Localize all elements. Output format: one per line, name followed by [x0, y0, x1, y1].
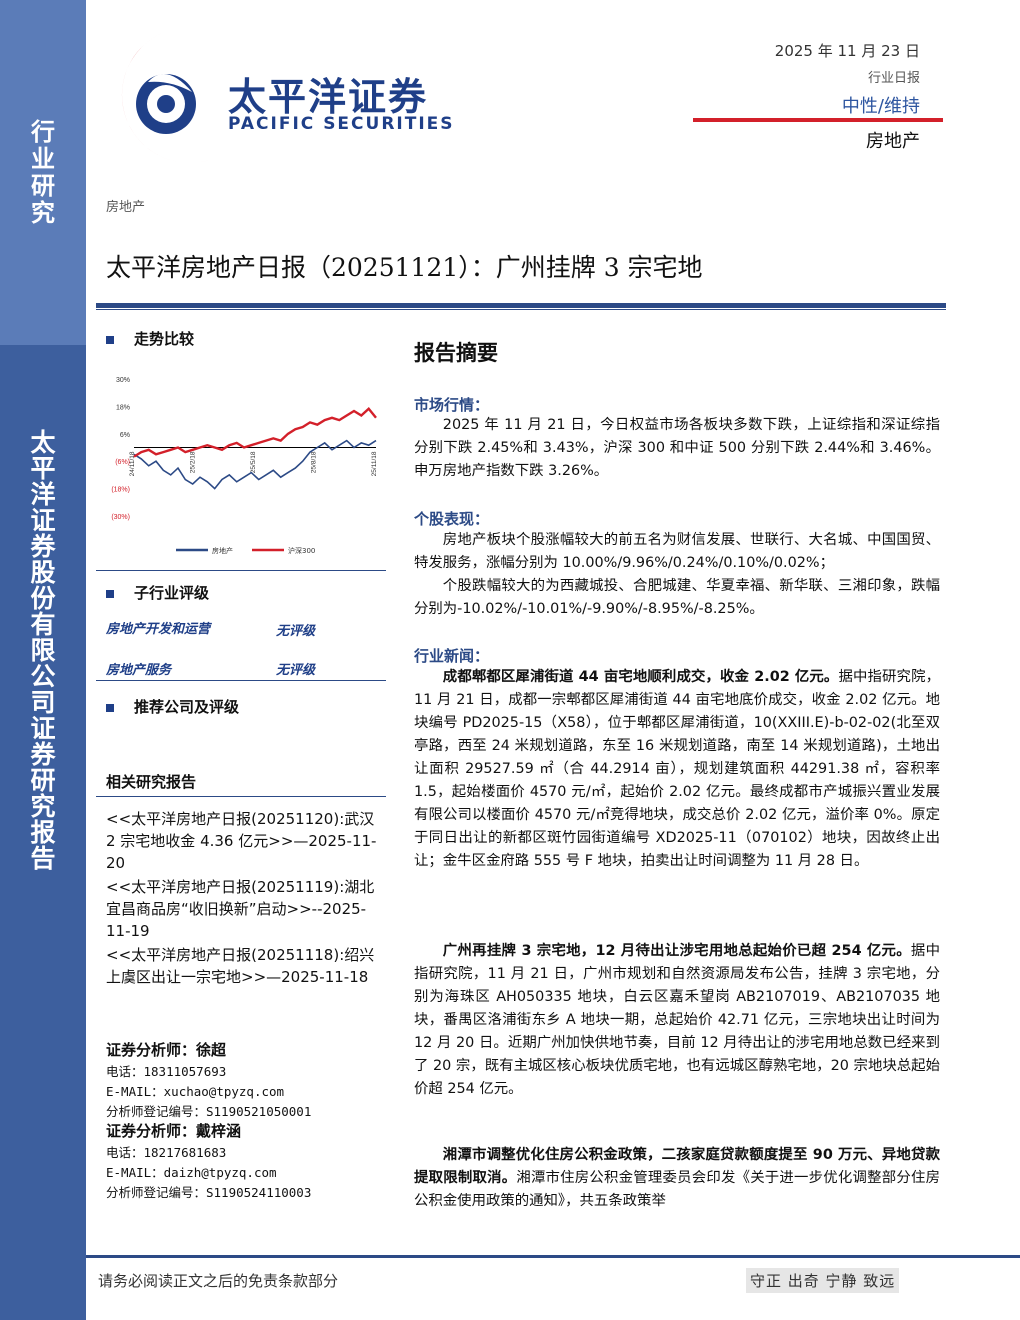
rating-value-2: 无评级: [276, 663, 316, 678]
y-tick-label: (18%): [111, 487, 130, 494]
x-tick-label: 25/2/18: [190, 451, 197, 473]
y-tick-label: (30%): [111, 514, 130, 521]
header-sector: 房地产: [866, 131, 920, 152]
analyst-email-1[interactable]: E-MAIL：xuchao@tpyzq.com: [106, 1084, 285, 1099]
x-tick-label: 24/11/18: [129, 451, 136, 476]
sidebar-small-label: 行业研究: [31, 117, 55, 227]
analyst-title-2: 证券分析师：戴梓涵: [106, 1122, 242, 1140]
y-tick-label: 6%: [120, 432, 130, 439]
news-item-2-body: 据中指研究院，11 月 21 日，广州市规划和自然资源局发布公告，挂牌 3 宗宅…: [414, 943, 940, 1097]
divider: [96, 680, 386, 681]
related-report-link[interactable]: <<太平洋房地产日报(20251119):湖北宜昌商品房“收旧换新”启动>>--…: [106, 878, 375, 940]
footer-motto: 守正 出奇 宁静 致远: [746, 1268, 900, 1293]
sidebar-top-band: [0, 0, 86, 345]
divider: [96, 570, 386, 571]
page-title: 太平洋房地产日报（20251121）：广州挂牌 3 宗宅地: [106, 253, 703, 282]
related-report-link[interactable]: <<太平洋房地产日报(20251118):绍兴上虞区出让一宗宅地>>—2025-…: [106, 946, 375, 986]
analyst-email-2[interactable]: E-MAIL：daizh@tpyzq.com: [106, 1165, 277, 1180]
square-bullet-icon: [106, 335, 114, 344]
analyst-reg-2: 分析师登记编号：S1190524110003: [106, 1185, 312, 1200]
report-date: 2025 年 11 月 23 日: [774, 42, 920, 60]
sidebar-big-label: 太平洋证券股份有限公司证券研究报告: [30, 428, 56, 873]
x-tick-label: 25/8/18: [311, 451, 318, 473]
square-bullet-icon: [106, 703, 114, 712]
y-tick-label: 30%: [116, 377, 130, 384]
analyst-phone-2: 电话：18217681683: [106, 1145, 227, 1160]
y-tick-label: 18%: [116, 404, 130, 411]
stock-text-gainers: 房地产板块个股涨幅较大的前五名为财信发展、世联行、大名城、中国国贸、特发服务，涨…: [414, 532, 940, 571]
footer-disclaimer: 请务必阅读正文之后的免责条款部分: [98, 1272, 339, 1290]
news-heading: 行业新闻：: [414, 647, 490, 665]
industry-rating: 中性/维持: [841, 96, 920, 117]
analyst-phone-1: 电话：18311057693: [106, 1064, 227, 1079]
news-item-2-headline: 广州再挂牌 3 宗宅地，12 月待出让涉宅用地总起始价已超 254 亿元。: [442, 943, 911, 959]
stock-heading: 个股表现：: [414, 510, 490, 528]
x-tick-label: 25/5/18: [250, 451, 257, 473]
series-line-1: [133, 439, 377, 490]
recommend-heading: 推荐公司及评级: [106, 696, 239, 717]
pacific-logo-icon: [121, 30, 210, 164]
sub-industry-heading: 子行业评级: [106, 582, 209, 603]
title-rule-thin: [96, 309, 946, 310]
brand-name-en: PACIFIC SECURITIES: [228, 114, 455, 134]
rating-value-1: 无评级: [276, 624, 316, 639]
related-heading: 相关研究报告: [106, 773, 197, 791]
footer-rule: [86, 1255, 1020, 1258]
legend-label: 房地产: [212, 546, 233, 555]
market-text: 2025 年 11 月 21 日，今日权益市场各板块多数下跌，上证综指和深证综指…: [414, 417, 940, 479]
news-item-1-body: 据中指研究院，11 月 21 日，成都一宗郫都区犀浦街道 44 亩宅地底价成交，…: [414, 669, 940, 869]
x-tick-label: 25/11/18: [371, 451, 378, 476]
news-item-1: 成都郫都区犀浦街道 44 亩宅地顺利成交，收金 2.02 亿元。据中指研究院，1…: [414, 666, 940, 873]
abstract-heading: 报告摘要: [414, 340, 498, 365]
report-type: 行业日报: [867, 71, 920, 86]
square-bullet-icon: [106, 589, 114, 598]
market-heading: 市场行情：: [414, 396, 490, 414]
divider: [96, 796, 386, 797]
trend-heading: 走势比较: [106, 328, 194, 349]
sector-tag: 房地产: [106, 200, 146, 215]
title-rule: [96, 303, 946, 308]
sidebar: 行业研究 太平洋证券股份有限公司证券研究报告: [0, 0, 86, 1320]
related-report-link[interactable]: <<太平洋房地产日报(20251120):武汉 2 宗宅地收金 4.36 亿元>…: [106, 810, 377, 872]
y-tick-label: (6%): [115, 459, 130, 466]
stock-text-losers: 个股跌幅较大的为西藏城投、合肥城建、华夏幸福、新华联、三湘印象，跌幅分别为-10…: [414, 578, 940, 617]
news-item-1-headline: 成都郫都区犀浦街道 44 亩宅地顺利成交，收金 2.02 亿元。: [442, 669, 839, 685]
trend-chart: 30% 18% 6% (6%) (18%) (30%) 24/11/18 25/2/18 25/…: [111, 377, 378, 555]
analyst-reg-1: 分析师登记编号：S1190521050001: [106, 1104, 312, 1119]
news-item-3-headline: 湘潭市调整优化住房公积金政策，二孩家庭贷款额度提至 90 万元、异地贷款提取限制…: [414, 1147, 940, 1186]
brand-name-cn: 太平洋证券: [228, 75, 429, 119]
rating-name-2: 房地产服务: [106, 663, 172, 678]
header-red-rule: [693, 118, 943, 122]
legend-label: 沪深300: [288, 546, 315, 555]
news-item-3: 湘潭市调整优化住房公积金政策，二孩家庭贷款额度提至 90 万元、异地贷款提取限制…: [414, 1144, 940, 1213]
rating-name-1: 房地产开发和运营: [106, 622, 211, 637]
series-line-2: [133, 406, 377, 458]
news-item-3-body: 湘潭市住房公积金管理委员会印发《关于进一步优化调整部分住房公积金使用政策的通知》…: [414, 1170, 940, 1209]
news-item-2: 广州再挂牌 3 宗宅地，12 月待出让涉宅用地总起始价已超 254 亿元。据中指…: [414, 940, 940, 1101]
analyst-title-1: 证券分析师：徐超: [106, 1041, 227, 1059]
